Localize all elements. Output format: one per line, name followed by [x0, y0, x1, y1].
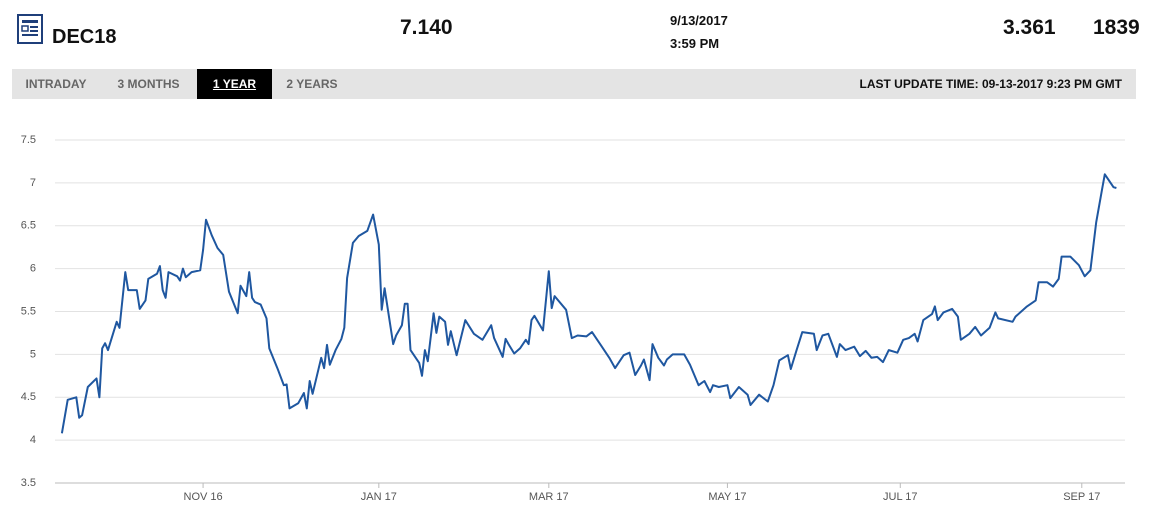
y-tick-label: 5 [30, 348, 36, 360]
y-tick-label: 4 [30, 434, 36, 446]
y-tick-label: 6.5 [21, 220, 36, 232]
x-tick-label: JAN 17 [361, 491, 397, 503]
time: 3:59 PM [670, 36, 720, 51]
tab[interactable]: 1 YEAR [197, 69, 272, 99]
tab-bar: LAST UPDATE TIME: 09-13-2017 9:23 PM GMT… [12, 69, 1136, 99]
y-tick-label: 4.5 [21, 391, 36, 403]
y-tick-label: 5.5 [21, 305, 36, 317]
x-tick-label: MAR 17 [529, 491, 569, 503]
y-tick-label: 7 [30, 177, 36, 189]
change: 3.361 [1003, 16, 1056, 39]
tab[interactable]: 3 MONTHS [117, 77, 180, 91]
y-tick-label: 3.5 [21, 477, 36, 489]
logo-icon [17, 14, 43, 44]
price: 7.140 [400, 16, 453, 39]
x-tick-label: JUL 17 [883, 491, 917, 503]
tab[interactable]: INTRADAY [25, 77, 87, 91]
date: 9/13/2017 [670, 13, 728, 28]
x-tick-label: MAY 17 [708, 491, 746, 503]
volume: 1839 [1093, 16, 1140, 39]
last-update: LAST UPDATE TIME: 09-13-2017 9:23 PM GMT [859, 77, 1123, 91]
chart: 3.5 4 4.5 5 5.5 6 6.5 7 7.5 NOV 16 JAN 17 MAR 17 MAY… [21, 134, 1125, 503]
price-line [60, 173, 1117, 434]
y-tick-label: 6 [30, 263, 36, 275]
x-tick-label: NOV 16 [184, 491, 223, 503]
tab[interactable]: 2 YEARS [286, 77, 338, 91]
y-tick-label: 7.5 [21, 134, 36, 146]
x-tick-label: SEP 17 [1063, 491, 1100, 503]
symbol: DEC18 [52, 26, 117, 48]
